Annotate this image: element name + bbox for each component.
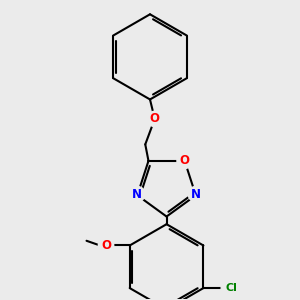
Text: O: O — [180, 154, 190, 167]
Text: O: O — [150, 112, 160, 125]
Text: Cl: Cl — [226, 283, 238, 293]
Circle shape — [188, 186, 203, 202]
Circle shape — [221, 278, 242, 299]
Circle shape — [98, 238, 114, 253]
Text: N: N — [191, 188, 201, 201]
Circle shape — [130, 186, 145, 202]
Circle shape — [147, 111, 162, 127]
Circle shape — [177, 153, 192, 169]
Text: O: O — [101, 239, 111, 252]
Text: N: N — [132, 188, 142, 201]
